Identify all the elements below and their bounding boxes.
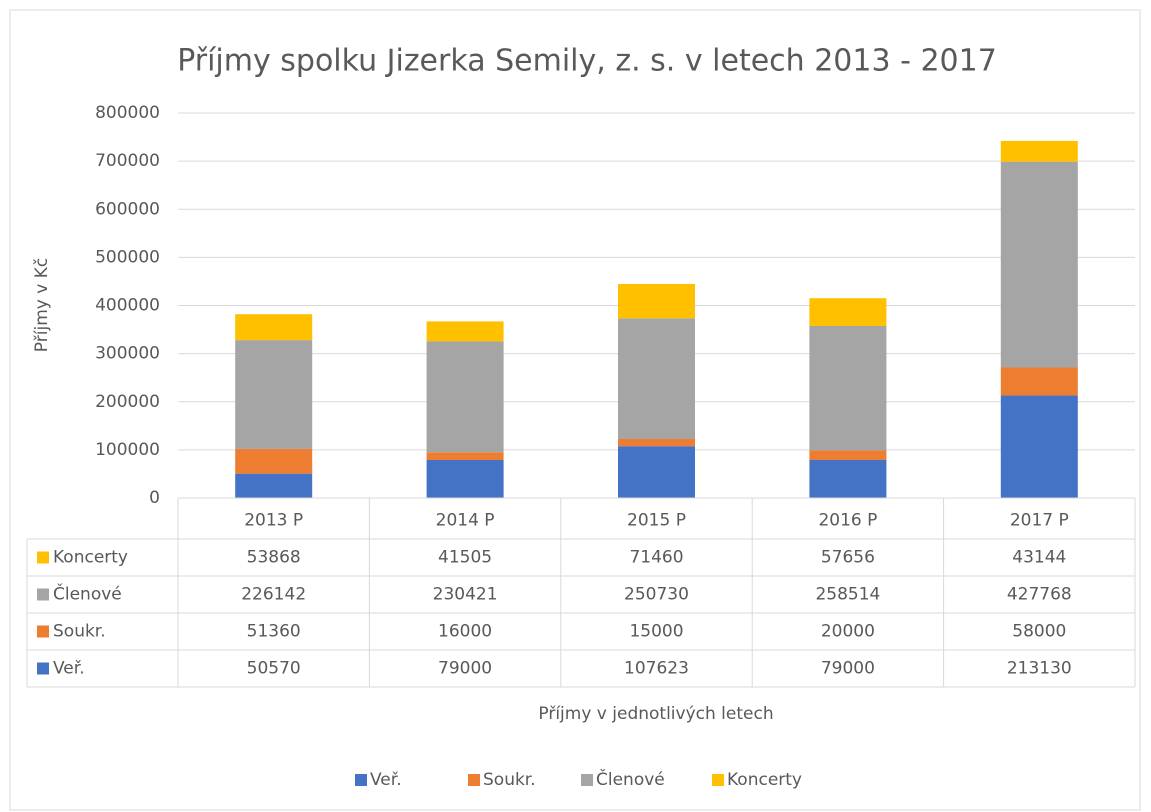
table-value: 71460 <box>629 548 683 568</box>
y-tick-label: 400000 <box>95 296 160 316</box>
x-tick-label: 2016 P <box>818 511 877 531</box>
y-tick-label: 0 <box>149 488 160 508</box>
y-axis-title: Příjmy v Kč <box>32 258 52 352</box>
bar-segment <box>1000 395 1078 498</box>
table-value: 58000 <box>1012 622 1066 642</box>
table-value: 79000 <box>821 659 875 679</box>
legend-key <box>581 774 593 786</box>
table-value: 51360 <box>247 622 301 642</box>
table-value: 57656 <box>821 548 875 568</box>
table-series-name: Soukr. <box>53 622 106 642</box>
table-legend-key <box>37 551 49 564</box>
table-value: 20000 <box>821 622 875 642</box>
legend-label: Soukr. <box>483 770 536 790</box>
table-value: 427768 <box>1007 585 1072 605</box>
legend-key <box>355 774 367 786</box>
table-value: 50570 <box>247 659 301 679</box>
y-tick-label: 200000 <box>95 392 160 412</box>
y-tick-label: 700000 <box>95 151 160 171</box>
y-tick-label: 500000 <box>95 247 160 267</box>
bar-segment <box>235 314 313 341</box>
y-tick-label: 800000 <box>95 103 160 123</box>
bar-segment <box>618 318 695 439</box>
legend-key <box>468 774 480 786</box>
bar-segment <box>1000 367 1078 396</box>
table-value: 226142 <box>241 585 306 605</box>
table-value: 107623 <box>624 659 689 679</box>
table-series-name: Členové <box>53 583 122 605</box>
table-legend-key <box>37 625 49 638</box>
table-legend-key <box>37 588 49 601</box>
bar-segment <box>618 283 695 319</box>
table-value: 230421 <box>433 585 498 605</box>
bar-segment <box>618 438 695 447</box>
table-value: 15000 <box>629 622 683 642</box>
bar-segment <box>426 459 504 498</box>
table-value: 250730 <box>624 585 689 605</box>
y-tick-label: 100000 <box>95 440 160 460</box>
bar-segment <box>426 321 504 342</box>
table-value: 43144 <box>1012 548 1066 568</box>
table-value: 258514 <box>815 585 880 605</box>
table-series-name: Veř. <box>53 659 85 679</box>
bar-segment <box>1000 140 1078 162</box>
x-axis-title: Příjmy v jednotlivých letech <box>538 704 773 724</box>
bar-segment <box>809 459 887 498</box>
x-tick-label: 2013 P <box>244 511 303 531</box>
legend-key <box>712 774 724 786</box>
x-tick-label: 2015 P <box>627 511 686 531</box>
x-tick-label: 2017 P <box>1010 511 1069 531</box>
x-tick-label: 2014 P <box>436 511 495 531</box>
table-value: 41505 <box>438 548 492 568</box>
table-value: 53868 <box>247 548 301 568</box>
table-value: 79000 <box>438 659 492 679</box>
table-series-name: Koncerty <box>53 548 128 568</box>
legend-label: Členové <box>596 768 665 790</box>
bar-segment <box>1000 161 1078 368</box>
bar-segment <box>809 325 887 451</box>
bar-segment <box>235 448 313 474</box>
bar-segment <box>618 446 695 498</box>
y-tick-label: 600000 <box>95 199 160 219</box>
bar-segment <box>809 450 887 460</box>
bar-segment <box>809 298 887 326</box>
chart-title: Příjmy spolku Jizerka Semily, z. s. v le… <box>177 44 997 79</box>
y-tick-label: 300000 <box>95 344 160 364</box>
legend-label: Koncerty <box>727 770 802 790</box>
bar-segment <box>235 340 313 449</box>
table-value: 213130 <box>1007 659 1072 679</box>
bar-segment <box>426 452 504 460</box>
bar-segment <box>426 341 504 453</box>
table-value: 16000 <box>438 622 492 642</box>
bar-segment <box>235 473 313 498</box>
legend-label: Veř. <box>370 770 402 790</box>
table-legend-key <box>37 662 49 675</box>
chart-frame <box>9 9 1141 811</box>
